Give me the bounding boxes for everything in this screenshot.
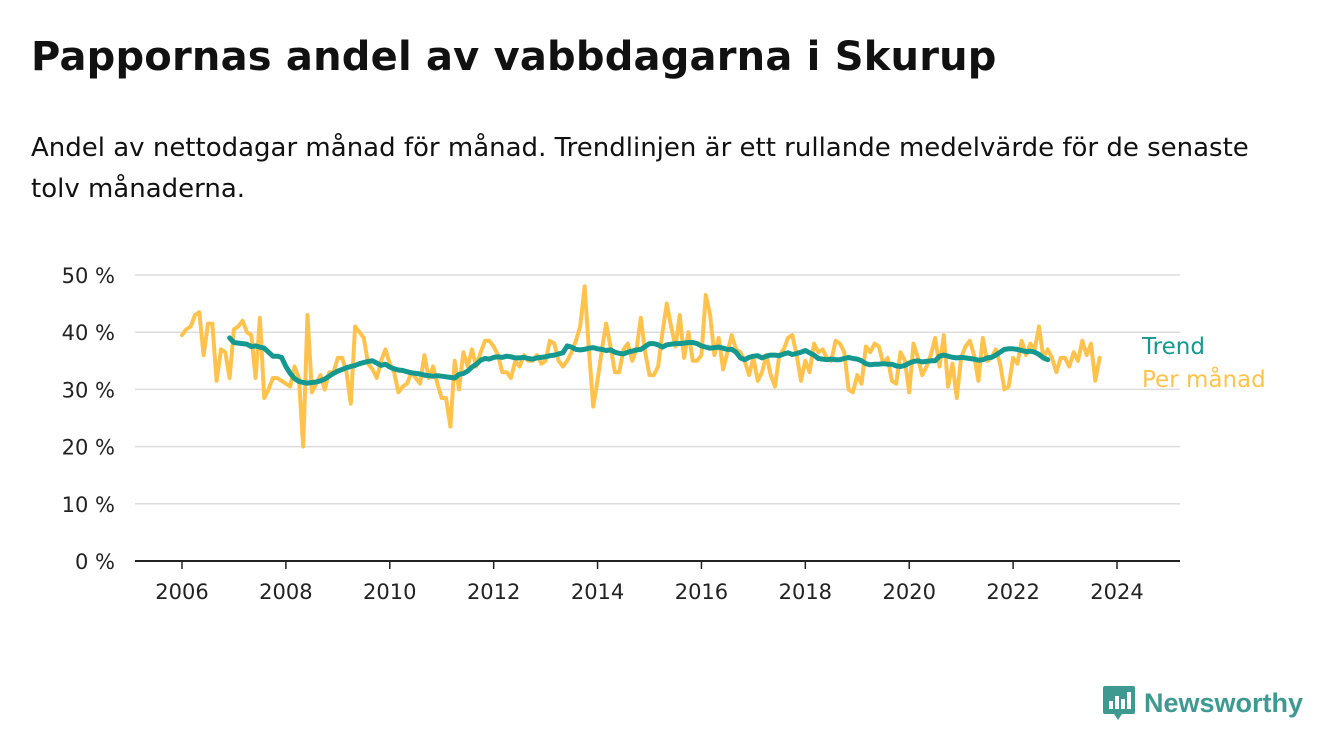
y-tick-label: 10 % <box>62 493 115 517</box>
trend-line <box>227 335 1051 386</box>
monthly-label: Per månad <box>1142 365 1266 393</box>
x-tick-label: 2018 <box>779 580 832 604</box>
y-tick-label: 20 % <box>62 436 115 460</box>
y-tick-label: 50 % <box>62 264 115 288</box>
x-tick-label: 2006 <box>155 580 208 604</box>
x-axis-ticks: 2006 2008 2010 2012 2014 2016 2018 2020 2022 2024 <box>155 561 1144 604</box>
x-tick-label: 2020 <box>882 580 935 604</box>
monthly-line <box>180 284 1102 449</box>
chart-title: Pappornas andel av vabbdagarna i Skurup <box>31 34 997 80</box>
newsworthy-logo-icon <box>1103 686 1135 720</box>
x-tick-label: 2014 <box>571 580 624 604</box>
newsworthy-logo: Newsworthy <box>1102 684 1303 722</box>
x-tick-label: 2012 <box>467 580 520 604</box>
x-tick-label: 2024 <box>1090 580 1143 604</box>
y-tick-label: 30 % <box>62 378 115 402</box>
grid-lines <box>135 274 1180 505</box>
brand-name: Newsworthy <box>1144 687 1304 718</box>
y-tick-label: 0 % <box>75 550 115 574</box>
chart-subtitle: Andel av nettodagar månad för månad. Tre… <box>31 133 1249 204</box>
x-tick-label: 2022 <box>986 580 1039 604</box>
trend-label: Trend <box>1141 334 1205 360</box>
series-labels: Trend Per månad <box>1141 334 1266 393</box>
x-tick-label: 2010 <box>363 580 416 604</box>
x-tick-label: 2008 <box>259 580 312 604</box>
series-lines <box>180 284 1102 449</box>
x-tick-label: 2016 <box>675 580 728 604</box>
y-axis-ticks: 0 % 10 % 20 % 30 % 40 % 50 % <box>62 264 115 574</box>
y-tick-label: 40 % <box>62 321 115 345</box>
